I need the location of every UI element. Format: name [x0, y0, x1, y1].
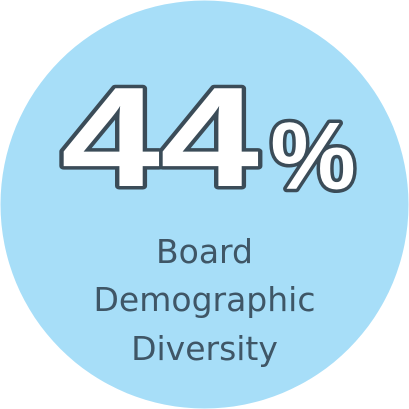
stat-number: 44 [61, 58, 259, 217]
label-line: Demographic [94, 280, 316, 319]
stat-unit: % [270, 103, 355, 210]
label-line: Board [156, 232, 253, 271]
label-line: Diversity [131, 329, 278, 368]
